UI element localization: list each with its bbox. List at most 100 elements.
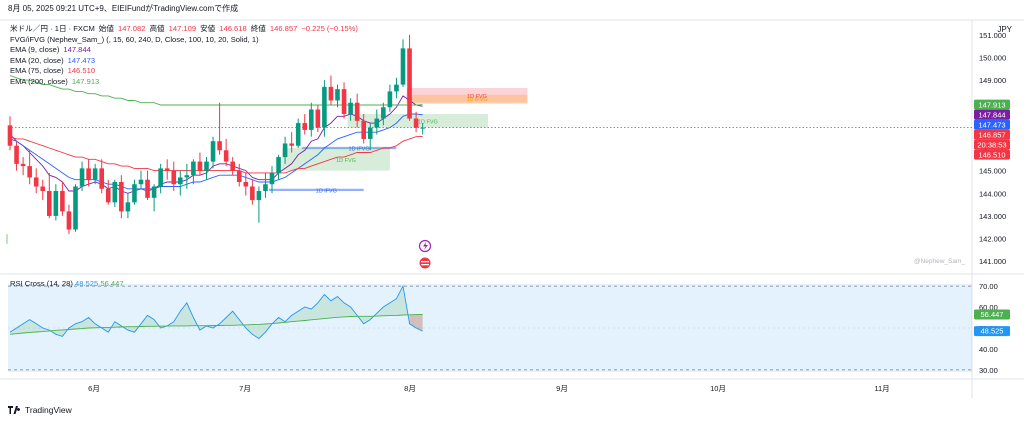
- price-badge-label: 20:38:53: [977, 140, 1006, 149]
- candle-body: [99, 168, 104, 189]
- rsi-value: 48.525: [75, 279, 99, 288]
- candle-body: [374, 118, 380, 128]
- candle-body: [60, 191, 65, 212]
- indicator-row[interactable]: EMA (20, close) 147.473: [10, 56, 358, 67]
- rsi-ma-fill-bear: [409, 314, 423, 332]
- price-tick-label: 145.000: [979, 167, 1006, 176]
- indicator-row[interactable]: EMA (9, close) 147.844: [10, 45, 358, 56]
- candle-body: [40, 186, 46, 192]
- candle-body: [125, 202, 131, 212]
- symbol-legend-row: 米ドル／円 · 1日 · FXCM 始値 147.082 高値 147.109 安値…: [10, 24, 358, 35]
- candle-body: [112, 181, 118, 203]
- indicator-value: 146.510: [67, 66, 96, 76]
- rsi-band-background: [8, 284, 972, 372]
- candle-body: [302, 123, 308, 130]
- candle-body: [256, 191, 262, 201]
- time-axis-label: 7月: [239, 384, 251, 393]
- ema-line: [9, 113, 423, 190]
- candle-body: [47, 191, 52, 216]
- candle-body: [14, 145, 19, 164]
- candle-body: [263, 184, 268, 192]
- candle-body: [86, 168, 91, 180]
- fvg-label: 1D iFVG: [316, 188, 337, 194]
- ema-line: [9, 136, 423, 174]
- candle-body: [27, 166, 32, 178]
- time-axis-label: 10月: [710, 384, 726, 393]
- candle-body: [407, 48, 412, 119]
- rsi-ma-value: 56.447: [100, 279, 124, 288]
- price-badge-label: 146.510: [978, 150, 1005, 159]
- price-tick-label: 141.000: [979, 257, 1006, 266]
- candle-body: [184, 175, 190, 178]
- candle-body: [119, 181, 124, 212]
- candle-body: [276, 157, 281, 173]
- candle-body: [394, 84, 399, 92]
- rsi-ma-fill: [10, 286, 423, 339]
- price-badge: [974, 149, 1010, 160]
- fvg-label: 1D iFVG: [349, 147, 370, 153]
- open-value: 147.082: [117, 24, 146, 33]
- rsi-tick-label: 60.00: [979, 303, 998, 312]
- footer-brand[interactable]: TradingView: [8, 405, 72, 415]
- price-tick-label: 142.000: [979, 235, 1006, 244]
- candle-body: [381, 107, 386, 119]
- price-tick-label: 149.000: [979, 76, 1006, 85]
- price-tick-label: 151.000: [979, 31, 1006, 40]
- price-badge: [974, 119, 1010, 130]
- candle-body: [328, 86, 334, 101]
- candle-body: [387, 91, 393, 108]
- change-value: −0.225 (−0.15%): [301, 24, 358, 33]
- candle-body: [20, 163, 26, 167]
- candle-body: [282, 143, 288, 158]
- ema-line: [9, 95, 423, 194]
- currency-label: JPY: [997, 25, 1012, 34]
- candle-body: [197, 161, 203, 171]
- candle-body: [204, 161, 209, 171]
- candle-body: [354, 102, 360, 121]
- candle-body: [400, 48, 406, 85]
- candle-body: [269, 172, 275, 185]
- candle-body: [361, 120, 366, 139]
- candle-body: [132, 184, 137, 203]
- footer-brand-label: TradingView: [25, 405, 72, 415]
- time-axis-label: 11月: [874, 384, 889, 393]
- candle-body: [105, 188, 111, 203]
- price-badge-label: 147.473: [978, 120, 1005, 129]
- indicator-label: FVG/iFVG (Nephew_Sam_) (, 15, 60, 240, D…: [10, 34, 259, 44]
- fvg-label: 1D iFVG: [466, 97, 487, 103]
- indicator-row[interactable]: FVG/iFVG (Nephew_Sam_) (, 15, 60, 240, D…: [10, 35, 358, 46]
- ema-line: [9, 75, 423, 106]
- candle-body: [230, 161, 235, 171]
- candle-body: [7, 125, 13, 146]
- price-tick-label: 150.000: [979, 53, 1006, 62]
- indicator-row[interactable]: EMA (75, close) 146.510: [10, 66, 358, 77]
- candle-body: [178, 177, 183, 185]
- rsi-badge-label: 48.525: [981, 327, 1004, 336]
- candle-body: [322, 86, 327, 128]
- candle-body: [53, 191, 59, 216]
- candle-body: [341, 89, 347, 115]
- indicator-label: EMA (9, close): [10, 45, 60, 55]
- rsi-legend[interactable]: RSI Cross (14, 28) 48.525 56.447: [10, 279, 124, 288]
- fvg-zone: [406, 94, 528, 104]
- price-badge: [974, 129, 1010, 140]
- candle-body: [138, 179, 144, 185]
- price-badge: [974, 109, 1010, 120]
- rsi-badge-label: 56.447: [981, 310, 1004, 319]
- rsi-tick-label: 40.00: [979, 345, 998, 354]
- candle-body: [309, 109, 314, 130]
- candle-body: [210, 141, 216, 162]
- rsi-ma-line: [9, 314, 423, 335]
- candle-body: [217, 141, 222, 151]
- candle-body: [295, 123, 301, 146]
- indicator-row[interactable]: EMA (200, close) 147.913: [10, 77, 358, 88]
- price-badge: [974, 99, 1010, 110]
- open-label: 始値: [98, 24, 114, 33]
- candle-body: [164, 168, 170, 171]
- symbol-title: 米ドル／円 · 1日 · FXCM: [10, 24, 95, 33]
- candle-body: [73, 186, 78, 230]
- fvg-label: 1D FVG: [336, 158, 356, 164]
- candle-body: [191, 161, 196, 176]
- indicator-value: 147.913: [71, 76, 100, 86]
